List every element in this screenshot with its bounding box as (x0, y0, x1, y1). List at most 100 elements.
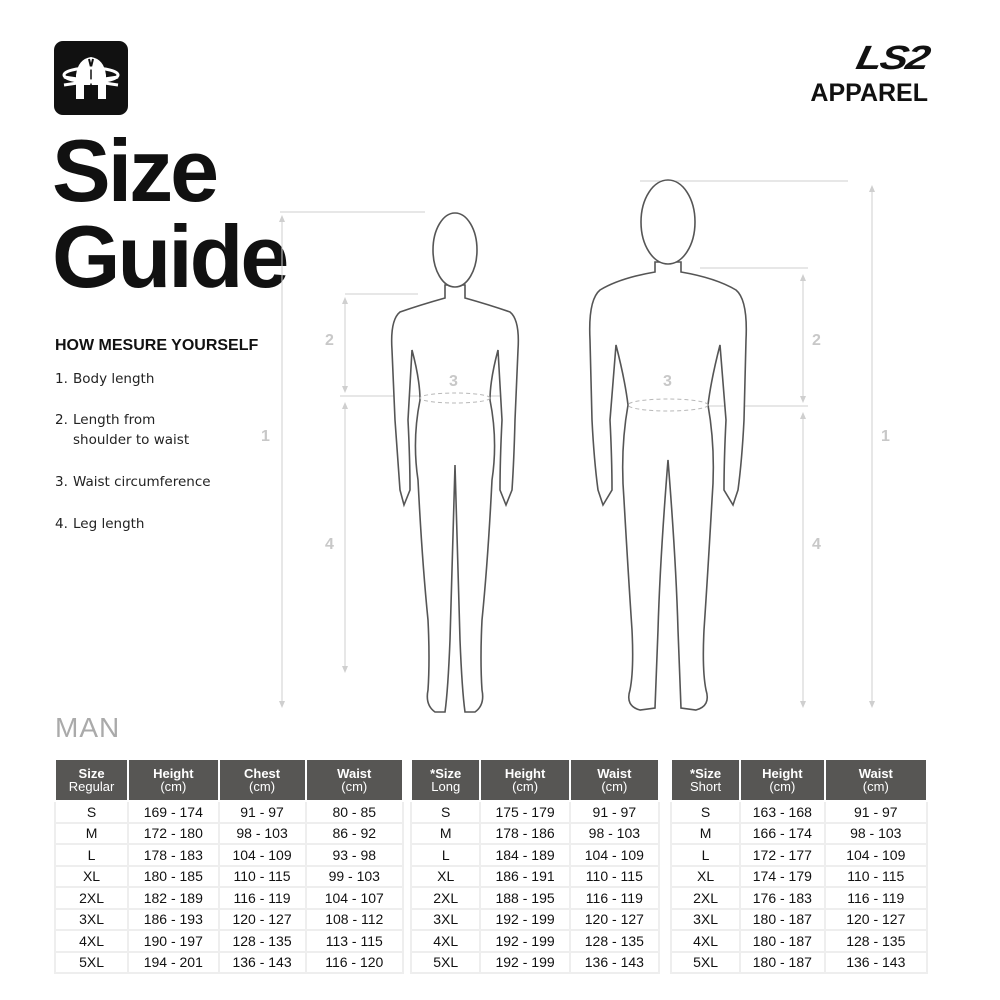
step-4: 4. Leg length (55, 514, 144, 534)
column-header: Height (cm) (739, 758, 826, 802)
table-cell: 5XL (669, 950, 742, 974)
table-row: S 175 - 179 91 - 97 (409, 800, 661, 824)
table-cell: 104 - 109 (217, 843, 307, 867)
ls2-apparel-logo: LS2 APPAREL (810, 39, 932, 108)
header-label: *Size (430, 766, 462, 781)
step-text: Body length (73, 371, 155, 387)
table-row: 3XL 180 - 187 120 - 127 (669, 907, 929, 931)
measurement-guides (280, 180, 873, 705)
table-cell: 91 - 97 (568, 800, 661, 824)
table-cell: 110 - 115 (568, 864, 661, 888)
column-header: Waist (cm) (823, 758, 929, 802)
step-number: 4. (55, 516, 68, 532)
body-measurement-diagram (279, 179, 875, 713)
size-table-short: *Size Short Height (cm) Waist (cm) S 163 - 168 9… (669, 758, 929, 974)
table-cell: L (53, 843, 130, 867)
header-unit: (cm) (862, 779, 889, 794)
column-header: Waist (cm) (304, 758, 405, 802)
size-table-long: *Size Long Height (cm) Waist (cm) S 175 - 179 91… (409, 758, 661, 974)
table-row: M 166 - 174 98 - 103 (669, 821, 929, 845)
table-header-row: Size Regular Height (cm) Chest (cm) Waist (cm) (53, 758, 405, 802)
table-cell: 166 - 174 (739, 821, 826, 845)
table-row: L 178 - 183 104 - 109 93 - 98 (53, 843, 405, 867)
table-cell: 80 - 85 (304, 800, 405, 824)
step-2: 2. Length from shoulder to waist (55, 410, 203, 450)
table-cell: 2XL (53, 886, 130, 910)
header-unit: (cm) (160, 779, 187, 794)
column-header: Waist (cm) (568, 758, 661, 802)
measure-label-1-male: 1 (881, 428, 890, 445)
table-cell: 128 - 135 (217, 929, 307, 953)
header-unit: (cm) (512, 779, 539, 794)
table-cell: L (409, 843, 482, 867)
table-row: S 163 - 168 91 - 97 (669, 800, 929, 824)
header-label: Chest (243, 766, 281, 781)
header-label: Height (504, 766, 546, 781)
table-cell: 2XL (669, 886, 742, 910)
table-cell: 186 - 191 (479, 864, 571, 888)
table-cell: 188 - 195 (479, 886, 571, 910)
how-to-heading: HOW MESURE YOURSELF (55, 337, 259, 354)
step-number: 2. (55, 412, 68, 428)
table-header-row: *Size Long Height (cm) Waist (cm) (409, 758, 661, 802)
header-label: Waist (858, 766, 893, 781)
table-cell: 192 - 199 (479, 950, 571, 974)
column-header: Height (cm) (479, 758, 571, 802)
table-row: 4XL 192 - 199 128 - 135 (409, 929, 661, 953)
table-cell: 136 - 143 (823, 950, 929, 974)
step-number: 3. (55, 474, 68, 490)
table-cell: 180 - 187 (739, 929, 826, 953)
header-unit: Long (431, 779, 461, 794)
section-title: MAN (55, 712, 121, 743)
table-cell: 120 - 127 (217, 907, 307, 931)
table-cell: 180 - 187 (739, 907, 826, 931)
measure-label-1: 1 (261, 428, 270, 445)
table-row: XL 180 - 185 110 - 115 99 - 103 (53, 864, 405, 888)
page-title: Size Guide (52, 127, 289, 301)
table-cell: 163 - 168 (739, 800, 826, 824)
size-table-regular: Size Regular Height (cm) Chest (cm) Waist (cm) S… (53, 758, 405, 974)
table-cell: 169 - 174 (127, 800, 220, 824)
table-cell: 184 - 189 (479, 843, 571, 867)
table-cell: 113 - 115 (304, 929, 405, 953)
table-cell: 194 - 201 (127, 950, 220, 974)
table-cell: L (669, 843, 742, 867)
table-cell: XL (53, 864, 130, 888)
table-cell: 172 - 177 (739, 843, 826, 867)
step-3: 3. Waist circumference (55, 472, 211, 492)
table-row: S 169 - 174 91 - 97 80 - 85 (53, 800, 405, 824)
table-cell: 180 - 187 (739, 950, 826, 974)
table-cell: 136 - 143 (217, 950, 307, 974)
measure-label-3: 3 (449, 373, 458, 390)
table-cell: S (53, 800, 130, 824)
table-cell: 192 - 199 (479, 907, 571, 931)
header-unit: (cm) (341, 779, 368, 794)
table-cell: 3XL (409, 907, 482, 931)
table-cell: 2XL (409, 886, 482, 910)
table-cell: 108 - 112 (304, 907, 405, 931)
table-cell: 91 - 97 (217, 800, 307, 824)
table-cell: 175 - 179 (479, 800, 571, 824)
table-cell: 192 - 199 (479, 929, 571, 953)
header-label: Waist (597, 766, 632, 781)
table-cell: 116 - 119 (217, 886, 307, 910)
table-cell: 120 - 127 (568, 907, 661, 931)
apparel-text: APPAREL (810, 79, 928, 107)
table-cell: M (409, 821, 482, 845)
step-text: Length from shoulder to waist (73, 412, 190, 448)
table-row: 3XL 192 - 199 120 - 127 (409, 907, 661, 931)
table-row: M 178 - 186 98 - 103 (409, 821, 661, 845)
measure-label-2-male: 2 (812, 332, 821, 349)
table-cell: M (669, 821, 742, 845)
header-unit: Short (690, 779, 722, 794)
table-cell: 116 - 120 (304, 950, 405, 974)
step-1: 1. Body length (55, 369, 154, 389)
header-unit: (cm) (249, 779, 276, 794)
table-cell: 104 - 109 (568, 843, 661, 867)
jacket-icon (54, 41, 128, 115)
table-row: 2XL 176 - 183 116 - 119 (669, 886, 929, 910)
female-figure (390, 212, 520, 713)
table-header-row: *Size Short Height (cm) Waist (cm) (669, 758, 929, 802)
table-cell: 98 - 103 (823, 821, 929, 845)
measure-label-4-male: 4 (812, 536, 821, 553)
